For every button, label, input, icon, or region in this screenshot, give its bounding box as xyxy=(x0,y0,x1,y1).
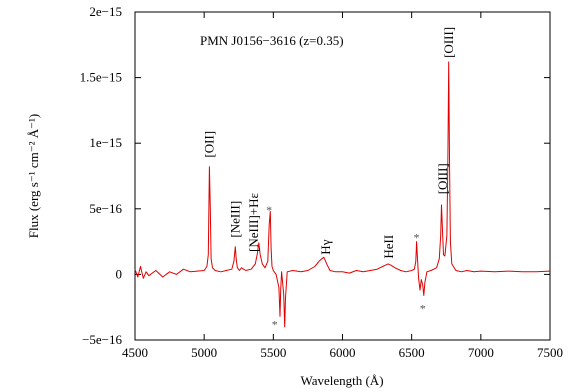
line-label: [NeIII] xyxy=(227,201,242,238)
x-tick-label: 5500 xyxy=(260,345,286,360)
artifact-markers: * * * * xyxy=(266,203,426,331)
x-tick-label: 7500 xyxy=(537,345,563,360)
y-tick-label: 2e−15 xyxy=(89,4,122,19)
y-tick-label: −5e−16 xyxy=(82,332,122,347)
y-axis-label: Flux (erg s⁻¹ cm⁻² Å⁻¹) xyxy=(26,114,41,238)
x-axis-label: Wavelength (Å) xyxy=(300,373,383,388)
line-label: Hγ xyxy=(318,239,333,254)
line-annotations: [OII] [NeIII] [NeIII]+Hε Hγ HeII [OIII] [OIII] xyxy=(201,27,456,259)
line-label: [OII] xyxy=(201,131,216,158)
chart-title: PMN J0156−3616 (z=0.35) xyxy=(200,33,344,48)
line-label: [OIII] xyxy=(435,163,450,194)
x-tick-label: 4500 xyxy=(122,345,148,360)
asterisk-marker: * xyxy=(414,231,420,245)
y-tick-label: 1.5e−15 xyxy=(80,70,122,85)
plot-frame xyxy=(134,11,551,341)
asterisk-marker: * xyxy=(266,203,272,217)
asterisk-marker: * xyxy=(420,302,426,316)
x-axis: 4500 5000 5500 6000 6500 7000 7500 xyxy=(122,12,563,360)
line-label: HeII xyxy=(381,235,396,259)
line-label: [NeIII]+Hε xyxy=(246,192,261,252)
line-label: [OIII] xyxy=(441,27,456,58)
x-tick-label: 5000 xyxy=(191,345,217,360)
y-axis: −5e−16 0 5e−16 1e−15 1.5e−15 2e−15 xyxy=(80,4,550,347)
spectrum-series-line xyxy=(134,61,551,328)
x-tick-label: 7000 xyxy=(468,345,494,360)
x-tick-label: 6000 xyxy=(330,345,356,360)
x-tick-label: 6500 xyxy=(399,345,425,360)
y-tick-label: 0 xyxy=(116,266,123,281)
y-tick-label: 1e−15 xyxy=(89,135,122,150)
asterisk-marker: * xyxy=(272,317,278,331)
y-tick-label: 5e−16 xyxy=(89,201,122,216)
